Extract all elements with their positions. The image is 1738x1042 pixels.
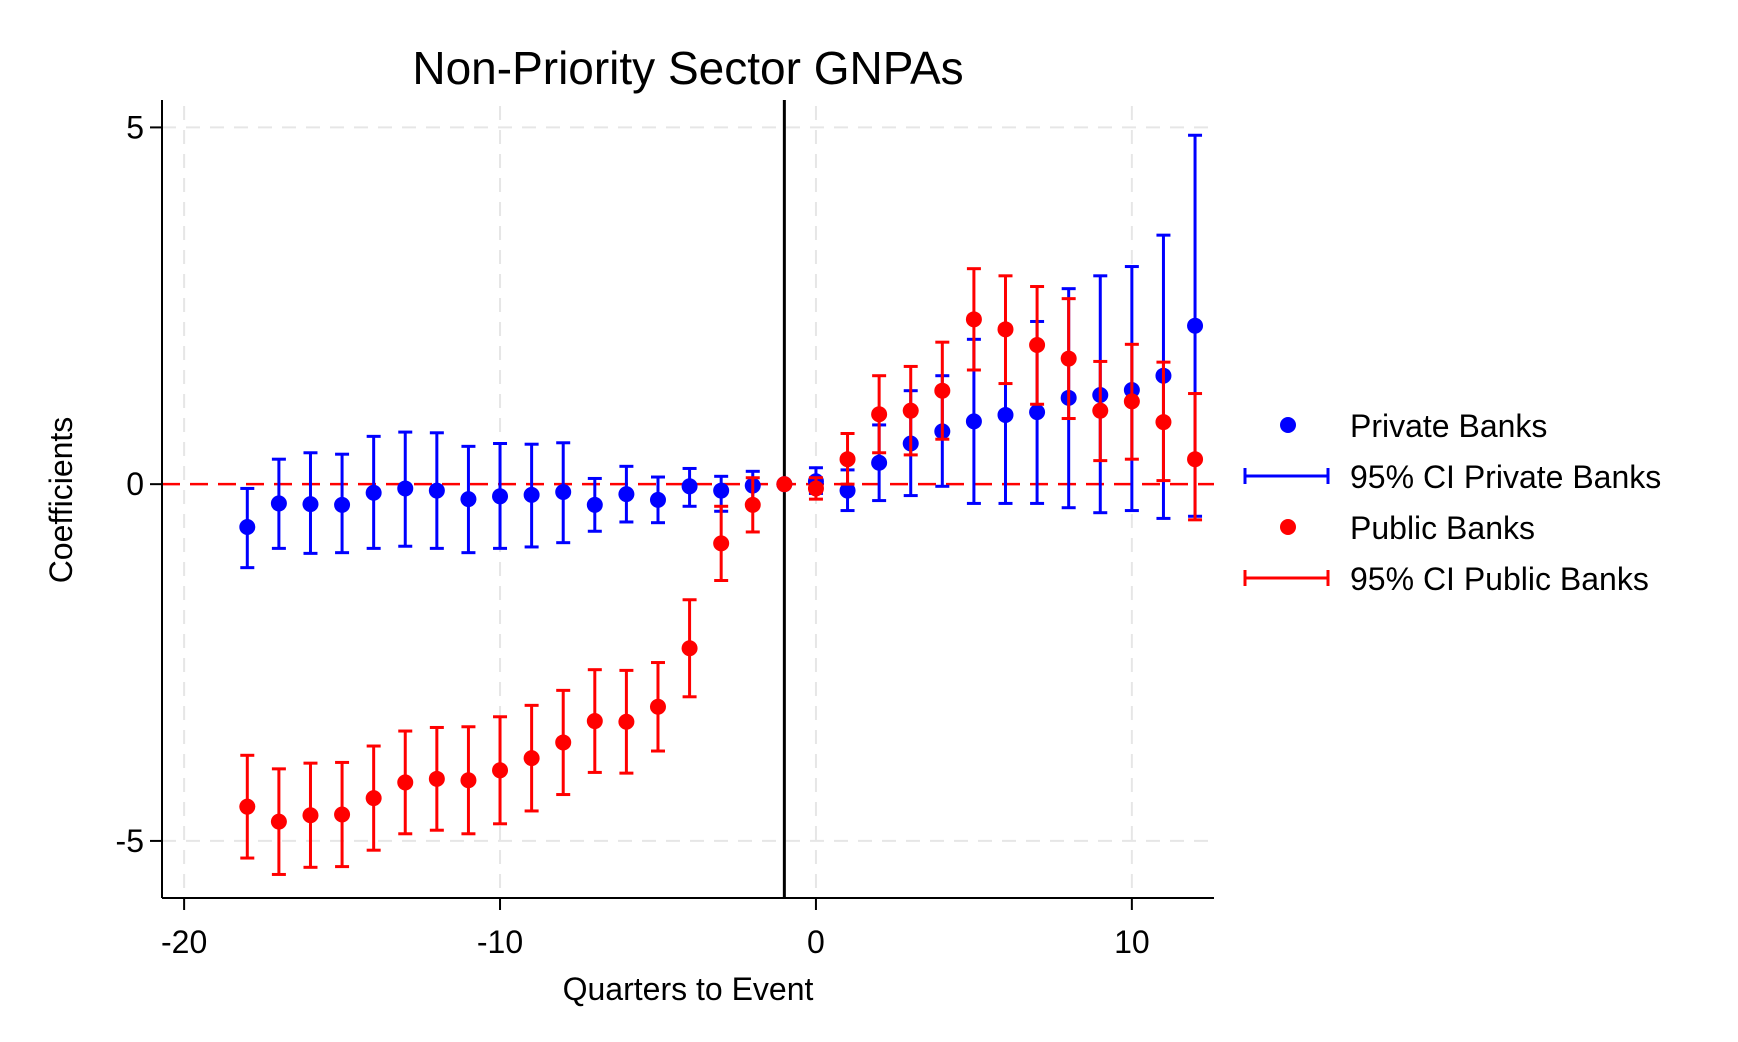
- point-private: [1029, 404, 1046, 421]
- x-axis-ticks: -20 -10 0 10: [161, 898, 1150, 960]
- y-tick-label: -5: [116, 823, 144, 859]
- y-axis-ticks: -5 0 5: [116, 109, 162, 859]
- point-public: [523, 750, 540, 767]
- point-public: [302, 807, 319, 824]
- point-public: [713, 535, 730, 552]
- point-public: [649, 698, 666, 715]
- point-private: [523, 486, 540, 503]
- point-private: [239, 518, 256, 535]
- point-public: [1092, 402, 1109, 419]
- legend: Private Banks 95% CI Private Banks Publi…: [1243, 408, 1661, 597]
- point-private: [586, 496, 603, 513]
- legend-label-private-ci: 95% CI Private Banks: [1350, 459, 1661, 495]
- point-private: [555, 484, 572, 501]
- reference-lines: [162, 100, 1214, 898]
- point-private: [334, 496, 351, 513]
- point-public: [965, 311, 982, 328]
- point-public: [492, 762, 509, 779]
- point-public: [902, 402, 919, 419]
- point-public: [460, 772, 477, 789]
- point-public: [1123, 393, 1140, 410]
- point-public: [744, 496, 761, 513]
- point-public: [1029, 337, 1046, 354]
- legend-label-public: Public Banks: [1350, 510, 1535, 546]
- legend-label-private: Private Banks: [1350, 408, 1547, 444]
- point-public: [428, 770, 445, 787]
- point-private: [713, 482, 730, 499]
- axes: [161, 100, 1214, 899]
- point-private: [965, 413, 982, 430]
- point-private: [492, 488, 509, 505]
- point-public: [1155, 414, 1172, 431]
- point-private: [871, 454, 888, 471]
- point-private: [270, 495, 287, 512]
- point-private: [649, 491, 666, 508]
- point-public: [934, 382, 951, 399]
- legend-marker-private: [1280, 417, 1296, 433]
- point-public: [776, 476, 793, 493]
- legend-label-public-ci: 95% CI Public Banks: [1350, 561, 1649, 597]
- point-private: [397, 480, 414, 497]
- point-private: [997, 406, 1014, 423]
- point-public: [997, 321, 1014, 338]
- point-public: [681, 640, 698, 657]
- point-private: [428, 482, 445, 499]
- point-private: [618, 486, 635, 503]
- x-tick-label: -20: [161, 924, 207, 960]
- point-private: [1187, 317, 1204, 334]
- point-public: [1187, 451, 1204, 468]
- point-private: [460, 491, 477, 508]
- x-axis-label: Quarters to Event: [563, 971, 814, 1007]
- y-tick-label: 5: [126, 109, 144, 145]
- y-axis-label: Coefficients: [43, 417, 79, 584]
- point-private: [681, 478, 698, 495]
- x-tick-label: -10: [477, 924, 523, 960]
- series-private: [239, 133, 1204, 570]
- point-public: [270, 813, 287, 830]
- point-public: [239, 798, 256, 815]
- point-public: [1060, 350, 1077, 367]
- chart-title: Non-Priority Sector GNPAs: [412, 42, 963, 94]
- x-tick-label: 0: [807, 924, 825, 960]
- point-public: [871, 406, 888, 423]
- x-tick-label: 10: [1114, 924, 1150, 960]
- point-public: [618, 713, 635, 730]
- point-public: [586, 713, 603, 730]
- data-marks: [239, 133, 1204, 876]
- point-public: [839, 451, 856, 468]
- point-private: [302, 496, 319, 513]
- point-public: [334, 806, 351, 823]
- point-public: [397, 774, 414, 791]
- point-public: [555, 734, 572, 751]
- point-private: [365, 484, 382, 501]
- series-public: [239, 267, 1204, 876]
- y-tick-label: 0: [126, 466, 144, 502]
- point-private: [839, 482, 856, 499]
- point-public: [807, 480, 824, 497]
- gridlines: [162, 106, 1214, 898]
- legend-marker-public: [1280, 519, 1296, 535]
- point-public: [365, 790, 382, 807]
